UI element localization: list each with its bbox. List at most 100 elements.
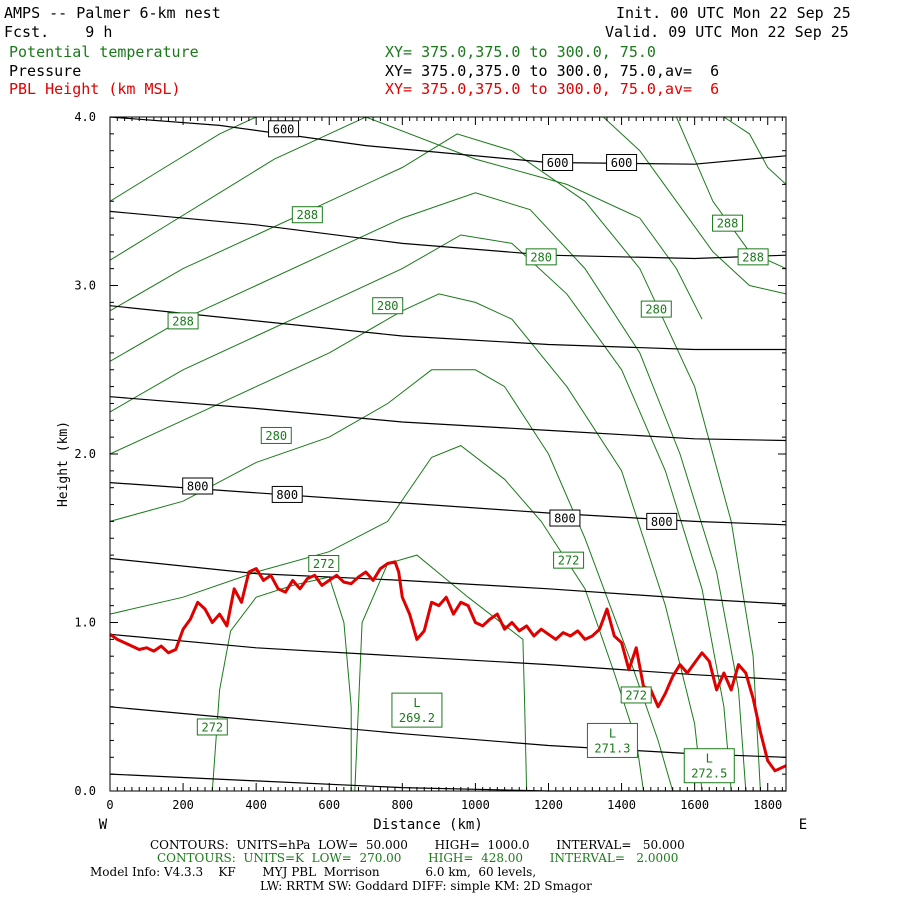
theta-label-7: 280 bbox=[265, 429, 287, 443]
theta-label-0: 288 bbox=[296, 208, 318, 222]
theta-contour-10 bbox=[602, 116, 787, 295]
minimum-box-2 bbox=[683, 748, 735, 784]
theta-label-3: 288 bbox=[172, 314, 194, 328]
minimum-box-1 bbox=[586, 722, 638, 758]
legend-pressure: Pressure bbox=[9, 62, 82, 80]
theta-contour-9 bbox=[109, 116, 257, 202]
pressure-contour-4 bbox=[109, 482, 787, 526]
pressure-label-1-box bbox=[542, 153, 574, 171]
theta-contour-1 bbox=[354, 554, 528, 792]
x-axis-west-label: W bbox=[99, 817, 108, 833]
init-time: Init. 00 UTC Mon 22 Sep 25 bbox=[616, 4, 851, 22]
pressure-contour-6 bbox=[109, 305, 786, 351]
pressure-contour-8 bbox=[109, 116, 787, 165]
theta-contour-11 bbox=[675, 116, 787, 270]
theta-contour-8 bbox=[109, 116, 703, 320]
theta-label-3-box bbox=[167, 312, 199, 330]
y-tick-label-4: 4.0 bbox=[74, 110, 96, 124]
theta-label-6-box bbox=[640, 300, 672, 318]
pressure-contour-2 bbox=[109, 633, 787, 681]
theta-label-6: 280 bbox=[645, 303, 667, 317]
minimum-value-2: 272.5 bbox=[691, 767, 727, 781]
theta-label-7-box bbox=[260, 426, 292, 444]
theta-contour-3 bbox=[109, 369, 674, 792]
theta-label-9-box bbox=[553, 551, 585, 569]
theta-label-8-box bbox=[308, 555, 340, 573]
theta-label-10: 272 bbox=[201, 720, 223, 734]
contour-labels: 600 600 600 800 800 800 800 288 288 288 288 280 280 2… bbox=[167, 120, 769, 784]
pressure-label-5: 800 bbox=[554, 512, 576, 526]
axes: 0 200 400 600 800 1000 1200 1400 1600 1800 0.0 1.0 2… bbox=[56, 110, 807, 833]
x-tick-label-0: 0 bbox=[106, 798, 113, 812]
theta-contour-4 bbox=[109, 293, 703, 792]
y-tick-label-2: 2.0 bbox=[74, 447, 96, 461]
y-tick-label-3: 3.0 bbox=[74, 279, 96, 293]
pressure-contour-5 bbox=[109, 396, 787, 442]
minimum-value-1: 271.3 bbox=[594, 741, 630, 755]
theta-label-4: 280 bbox=[530, 250, 552, 264]
x-tick-label-3: 600 bbox=[318, 798, 340, 812]
theta-label-10-box bbox=[196, 718, 228, 736]
footer-theta-contours: CONTOURS: UNITS=K LOW= 270.00 HIGH= 428.… bbox=[157, 851, 679, 865]
pressure-label-0-box bbox=[268, 120, 300, 138]
theta-label-4-box bbox=[525, 248, 557, 266]
theta-label-8: 272 bbox=[313, 557, 335, 571]
x-tick-label-6: 1200 bbox=[534, 798, 563, 812]
x-tick-label-8: 1600 bbox=[680, 798, 709, 812]
minimum-symbol-2: L bbox=[706, 752, 713, 766]
theta-label-11-box bbox=[620, 686, 652, 704]
x-tick-label-2: 400 bbox=[245, 798, 267, 812]
valid-time: Valid. 09 UTC Mon 22 Sep 25 bbox=[605, 23, 849, 41]
theta-label-9: 272 bbox=[558, 554, 580, 568]
theta-label-0-box bbox=[291, 206, 323, 224]
theta-label-1: 288 bbox=[717, 217, 739, 231]
x-axis-label: Distance (km) bbox=[373, 817, 483, 833]
x-axis-east-label: E bbox=[799, 817, 807, 833]
pressure-label-6: 800 bbox=[651, 515, 673, 529]
pbl-series bbox=[109, 560, 787, 773]
pressure-label-3-box bbox=[182, 477, 214, 495]
theta-label-2: 288 bbox=[742, 250, 764, 264]
xsection-coords-theta: XY= 375.0,375.0 to 300.0, 75.0 bbox=[385, 43, 656, 61]
y-axis-label: Height (km) bbox=[56, 421, 71, 507]
legend-potential-temperature: Potential temperature bbox=[9, 43, 199, 61]
theta-contour-5 bbox=[109, 234, 732, 792]
pressure-label-1: 600 bbox=[547, 156, 569, 170]
minimum-box-0 bbox=[391, 692, 443, 728]
minimum-symbol-1: L bbox=[609, 726, 616, 740]
pressure-contour-7 bbox=[109, 210, 787, 260]
theta-contours bbox=[109, 116, 787, 792]
x-tick-label-4: 800 bbox=[391, 798, 413, 812]
theta-contour-7 bbox=[109, 133, 761, 792]
footer-pressure-contours: CONTOURS: UNITS=hPa LOW= 50.000 HIGH= 10… bbox=[150, 838, 685, 852]
pressure-label-4-box bbox=[271, 485, 303, 503]
theta-label-11: 272 bbox=[625, 688, 647, 702]
pbl-height-line bbox=[109, 560, 787, 773]
x-tick-label-7: 1400 bbox=[607, 798, 636, 812]
footer-model-info: Model Info: V4.3.3 KF MYJ PBL Morrison 6… bbox=[90, 865, 537, 879]
xsection-coords-pbl: XY= 375.0,375.0 to 300.0, 75.0,av= 6 bbox=[385, 80, 720, 98]
minimum-symbol-0: L bbox=[413, 696, 420, 710]
theta-contour-2 bbox=[109, 445, 644, 792]
y-tick-label-0: 0.0 bbox=[74, 784, 96, 798]
theta-contour-0 bbox=[211, 576, 352, 792]
x-tick-label-9: 1800 bbox=[753, 798, 782, 812]
pressure-label-2-box bbox=[606, 153, 638, 171]
plot-frame bbox=[109, 116, 787, 792]
pressure-contour-3 bbox=[109, 557, 787, 605]
xsection-coords-pressure: XY= 375.0,375.0 to 300.0, 75.0,av= 6 bbox=[385, 62, 720, 80]
theta-label-1-box bbox=[712, 214, 744, 232]
pressure-contours bbox=[109, 116, 787, 792]
theta-label-5-box bbox=[372, 297, 404, 315]
y-tick-label-1: 1.0 bbox=[74, 616, 96, 630]
pressure-label-0: 600 bbox=[273, 122, 295, 136]
minimum-value-0: 269.2 bbox=[399, 711, 435, 725]
theta-label-5: 280 bbox=[377, 299, 399, 313]
cross-section-plot: 600 600 600 800 800 800 800 288 288 288 288 280 280 2… bbox=[56, 110, 807, 833]
chart-title: AMPS -- Palmer 6-km nest bbox=[4, 4, 221, 22]
footer-physics: LW: RRTM SW: Goddard DIFF: simple KM: 2D… bbox=[260, 879, 592, 893]
pressure-label-5-box bbox=[549, 509, 581, 527]
legend-pbl-height: PBL Height (km MSL) bbox=[9, 80, 181, 98]
pressure-label-3: 800 bbox=[187, 480, 209, 494]
theta-label-2-box bbox=[737, 248, 769, 266]
